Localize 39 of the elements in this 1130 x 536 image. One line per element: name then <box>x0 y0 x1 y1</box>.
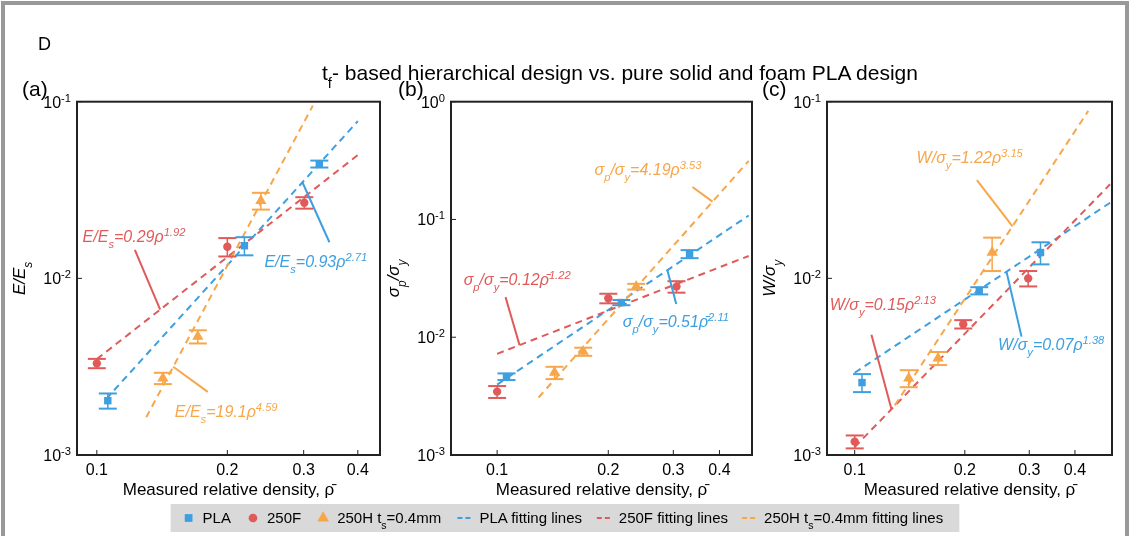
x-tick-label: 0.2 <box>597 461 620 478</box>
y-tick-label: 10$^{-3}$ <box>417 445 445 464</box>
y-tick-label: 10$^{-3}$ <box>793 445 821 464</box>
legend-label: 250F fitting lines <box>618 509 729 526</box>
x-tick-label: 0.4 <box>1063 461 1087 478</box>
legend-label: 250F <box>266 509 302 526</box>
text: D <box>38 34 51 54</box>
y-tick-label: 10$^{-1}$ <box>793 91 821 111</box>
y-tick-label: 10$^{-2}$ <box>793 268 821 288</box>
y-tick-label: 10$^{-2}$ <box>43 268 71 288</box>
x-tick-label: 0.2 <box>216 461 239 478</box>
x-tick-label: 0.3 <box>662 461 685 478</box>
annotation: W/σ$_{y}$=1.22ρ$^{3.15}$ <box>916 147 1024 172</box>
x-tick-label: 0.2 <box>953 461 977 478</box>
annotation: E/E$_{s}$=19.1ρ$^{4.59}$ <box>174 400 278 425</box>
x-axis-title: Measured relative density, ρ̄ <box>495 480 711 499</box>
annotation: E/E$_{s}$=0.29ρ$^{1.92}$ <box>82 225 187 250</box>
x-tick-label: 0.1 <box>843 461 866 478</box>
y-tick-label: 10$^{-1}$ <box>417 209 445 229</box>
x-tick-label: 0.3 <box>1018 461 1041 478</box>
x-tick-label: 0.3 <box>292 461 315 478</box>
legend-label: PLA fitting lines <box>479 509 583 526</box>
y-tick-label: 10$^{-2}$ <box>417 327 445 347</box>
annotation: σ$_{p}$/σ$_{y}$=0.12ρ̄$^{1.22}$ <box>463 268 572 293</box>
y-tick-label: 10$^{-3}$ <box>43 445 71 464</box>
legend-label: 250H t$_{s}$=0.4mm fitting lines <box>764 509 944 531</box>
annotation: σ$_{p}$/σ$_{y}$=0.51ρ̄$^{2.11}$ <box>622 310 730 335</box>
legend-label: 250H t$_{s}$=0.4mm <box>337 509 442 531</box>
x-axis-title: Measured relative density, ρ̄ <box>863 480 1079 499</box>
x-tick-label: 0.1 <box>486 461 509 478</box>
legend-label: PLA <box>202 509 231 526</box>
x-tick-label: 0.4 <box>346 461 370 478</box>
annotation: E/E$_{s}$=0.93ρ$^{2.71}$ <box>264 250 368 275</box>
x-tick-label: 0.4 <box>708 461 731 478</box>
x-axis-title: Measured relative density, ρ̄ <box>122 480 338 499</box>
annotation: σ$_{p}$/σ$_{y}$=4.19ρ$^{3.53}$ <box>594 158 703 183</box>
annotation: W/σ$_{y}$=0.15ρ$^{2.13}$ <box>829 293 937 318</box>
annotation: W/σ$_{y}$=0.07ρ$^{1.38}$ <box>998 333 1106 358</box>
x-tick-label: 0.1 <box>85 461 109 478</box>
